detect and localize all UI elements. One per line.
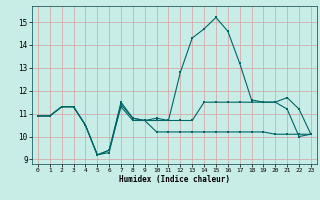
X-axis label: Humidex (Indice chaleur): Humidex (Indice chaleur) <box>119 175 230 184</box>
